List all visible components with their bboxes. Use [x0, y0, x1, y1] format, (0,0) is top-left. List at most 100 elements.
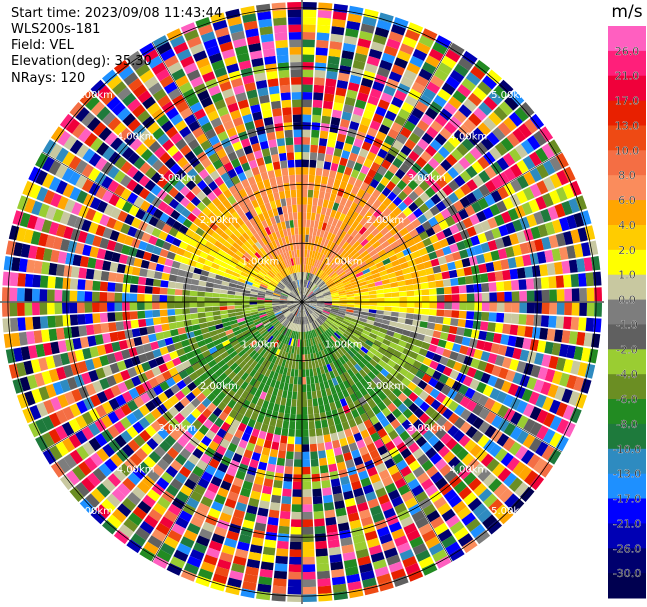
velocity-gate: [439, 108, 453, 121]
velocity-gate: [535, 196, 547, 210]
velocity-gate: [319, 271, 326, 279]
velocity-gate: [327, 268, 334, 276]
velocity-gate: [496, 200, 508, 213]
velocity-gate: [368, 48, 383, 60]
velocity-gate: [341, 241, 349, 250]
velocity-gate: [462, 50, 478, 65]
velocity-gate: [421, 132, 434, 145]
colorbar-cells: [608, 26, 646, 599]
velocity-gate: [368, 249, 378, 257]
instrument-name: WLS200s-181: [11, 22, 101, 37]
velocity-gate: [347, 13, 362, 23]
velocity-gate: [307, 273, 312, 281]
velocity-gate: [321, 222, 328, 231]
velocity-gate: [306, 290, 312, 297]
velocity-gate: [402, 185, 413, 196]
velocity-gate: [395, 251, 405, 259]
velocity-gate: [312, 197, 319, 206]
velocity-gate: [464, 152, 477, 165]
velocity-gate: [338, 213, 346, 222]
velocity-gate: [469, 147, 483, 160]
velocity-gate: [329, 225, 336, 234]
velocity-gate: [304, 279, 307, 288]
velocity-gate: [369, 144, 380, 155]
velocity-gate: [302, 24, 316, 33]
velocity-gate: [309, 227, 314, 236]
velocity-gate: [302, 287, 305, 295]
velocity-gate: [308, 282, 314, 289]
velocity-gate: [309, 273, 313, 281]
velocity-gate: [404, 138, 417, 150]
velocity-gate: [352, 252, 361, 260]
velocity-gate: [512, 219, 523, 232]
velocity-gate: [303, 279, 306, 288]
velocity-gate: [472, 188, 484, 201]
velocity-gate: [346, 235, 354, 244]
velocity-gate: [377, 99, 390, 110]
velocity-gate: [363, 242, 372, 250]
colorbar-tick-label: -8.0: [616, 418, 637, 431]
velocity-gate: [477, 232, 488, 244]
velocity-gate: [364, 63, 378, 74]
velocity-gate: [317, 221, 324, 230]
velocity-gate: [365, 257, 374, 265]
velocity-gate: [392, 157, 403, 169]
velocity-gate: [344, 96, 356, 107]
velocity-gate: [396, 50, 411, 62]
velocity-gate: [362, 229, 371, 239]
velocity-gate: [367, 261, 376, 268]
velocity-gate: [358, 261, 367, 269]
velocity-gate: [302, 249, 305, 258]
velocity-gate: [315, 54, 328, 64]
velocity-gate: [535, 147, 549, 163]
velocity-gate: [312, 114, 321, 123]
velocity-gate: [311, 235, 316, 244]
velocity-gate: [522, 155, 536, 170]
velocity-gate: [415, 101, 428, 113]
velocity-gate: [383, 45, 398, 57]
velocity-gate: [302, 294, 305, 302]
velocity-gate: [523, 171, 536, 186]
velocity-gate: [405, 223, 415, 233]
velocity-gate: [562, 183, 575, 199]
velocity-gate: [330, 288, 338, 293]
velocity-gate: [382, 197, 392, 207]
velocity-gate: [426, 126, 439, 139]
velocity-gate: [350, 262, 359, 270]
velocity-gate: [308, 281, 313, 289]
velocity-gate: [353, 138, 364, 148]
velocity-gate: [449, 243, 459, 253]
velocity-gate: [412, 126, 425, 138]
velocity-gate: [529, 167, 543, 183]
velocity-gate: [355, 271, 364, 278]
velocity-gate: [340, 57, 353, 68]
velocity-gate: [362, 268, 371, 275]
velocity-gate: [341, 275, 349, 282]
velocity-gate: [357, 92, 369, 103]
velocity-gate: [339, 221, 347, 231]
velocity-gate: [339, 65, 352, 75]
velocity-gate: [318, 280, 325, 287]
velocity-gate: [482, 207, 494, 220]
velocity-rays: [2, 2, 602, 602]
velocity-gate: [335, 140, 345, 150]
velocity-gate: [358, 226, 367, 235]
velocity-gate: [348, 5, 364, 16]
velocity-gate: [374, 232, 384, 241]
velocity-gate: [302, 54, 315, 63]
velocity-gate: [421, 113, 434, 126]
velocity-gate: [441, 172, 454, 184]
velocity-gate: [315, 277, 321, 285]
velocity-gate: [392, 139, 404, 151]
velocity-gate: [327, 281, 335, 287]
velocity-gate: [309, 282, 315, 290]
velocity-gate: [363, 220, 372, 230]
velocity-gate: [502, 152, 516, 167]
velocity-gate: [322, 108, 332, 117]
velocity-gate: [334, 245, 342, 254]
velocity-gate: [341, 111, 352, 121]
velocity-gate: [476, 210, 487, 223]
velocity-gate: [329, 286, 337, 292]
velocity-gate: [385, 222, 395, 231]
